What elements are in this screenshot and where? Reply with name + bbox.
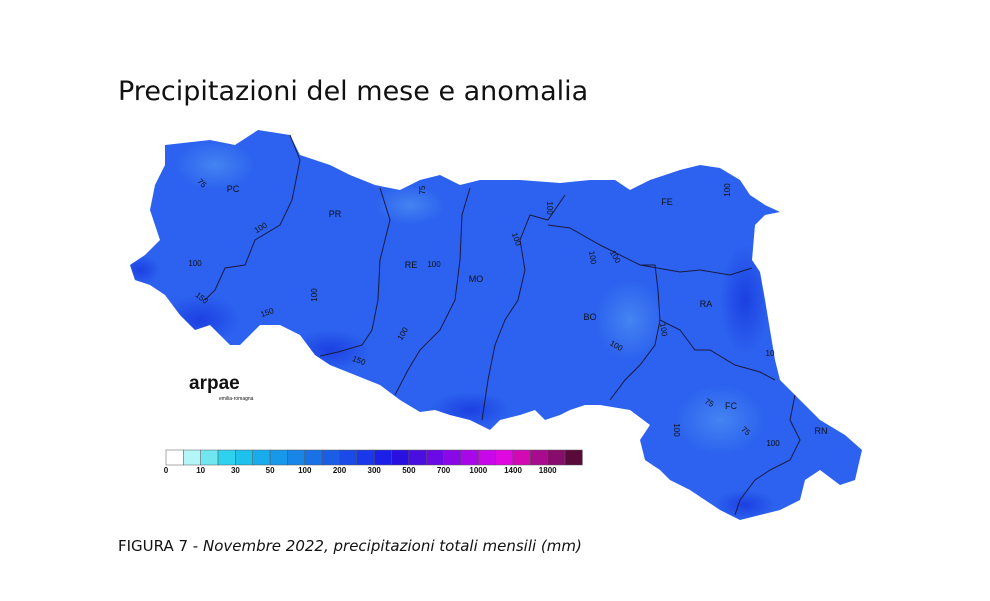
legend-tick-label: 1800 (539, 466, 557, 475)
province-borders (204, 134, 801, 516)
legend-tick-label: 1400 (504, 466, 522, 475)
legend-swatch (564, 449, 583, 466)
legend-tick-label: 30 (231, 466, 240, 475)
legend-swatch (443, 449, 462, 466)
legend-swatch (339, 449, 358, 466)
legend-swatch (495, 449, 514, 466)
legend-swatch (512, 449, 531, 466)
contour-label: 150 (259, 306, 275, 319)
legend-swatch (321, 449, 340, 466)
province-label: PR (329, 209, 342, 219)
contour-label: 100 (188, 259, 202, 268)
contour-label: 100 (658, 322, 669, 337)
contour-label: 100 (310, 288, 319, 302)
province-label: PC (227, 184, 240, 194)
contour-label: 100 (427, 260, 441, 269)
logo-region: emilia-romagna (219, 396, 254, 402)
province-label: FC (725, 401, 737, 411)
legend-swatch (408, 449, 427, 466)
contour-label: 10 (766, 349, 775, 358)
contour-label: 75 (418, 185, 427, 194)
province-label: BO (583, 312, 596, 322)
logo-name: arpae (189, 373, 240, 394)
legend-tick-label: 0 (164, 466, 169, 475)
legend-swatch (356, 449, 375, 466)
legend-tick-label: 100 (298, 466, 312, 475)
contour-label: 150 (351, 354, 367, 367)
legend-swatch (426, 449, 444, 466)
contour-label: 100 (510, 231, 523, 247)
province-label: RE (405, 260, 418, 270)
contour-label: 100 (672, 423, 681, 437)
legend-swatch (235, 449, 253, 466)
shading (130, 140, 775, 520)
legend-swatch (252, 449, 271, 466)
contour-label: 100 (587, 250, 598, 265)
contour-label: 100 (545, 201, 554, 215)
legend-swatch (269, 449, 288, 466)
legend-swatch (183, 449, 201, 466)
legend-swatch (217, 449, 236, 466)
legend-tick-label: 500 (402, 466, 416, 475)
legend-swatch (391, 449, 410, 466)
contour-label: 100 (723, 183, 732, 197)
caption: FIGURA 7 - Novembre 2022, precipitazioni… (118, 537, 582, 555)
legend-tick-label: 300 (368, 466, 382, 475)
province-label: RN (815, 426, 828, 436)
legend-swatch (547, 449, 566, 466)
province-label: MO (469, 274, 484, 284)
province-label: RA (700, 299, 713, 309)
legend-swatch (304, 449, 323, 466)
caption-label: FIGURA 7 - (118, 537, 203, 555)
legend-swatch (287, 449, 306, 466)
legend-tick-label: 700 (437, 466, 451, 475)
legend-swatch (373, 449, 392, 466)
legend-swatch (165, 449, 184, 466)
legend-swatch (460, 449, 479, 466)
legend-swatch (530, 449, 548, 466)
caption-text: Novembre 2022, precipitazioni totali men… (203, 537, 582, 555)
legend-tick-label: 200 (333, 466, 347, 475)
legend-tick-label: 10 (196, 466, 205, 475)
legend-swatch (200, 449, 219, 466)
title: Precipitazioni del mese e anomalia (118, 76, 589, 107)
province-label: FE (661, 197, 673, 207)
legend-swatch (478, 449, 496, 466)
contour-label: 100 (766, 439, 780, 448)
legend-tick-label: 50 (266, 466, 275, 475)
legend-tick-label: 1000 (469, 466, 487, 475)
